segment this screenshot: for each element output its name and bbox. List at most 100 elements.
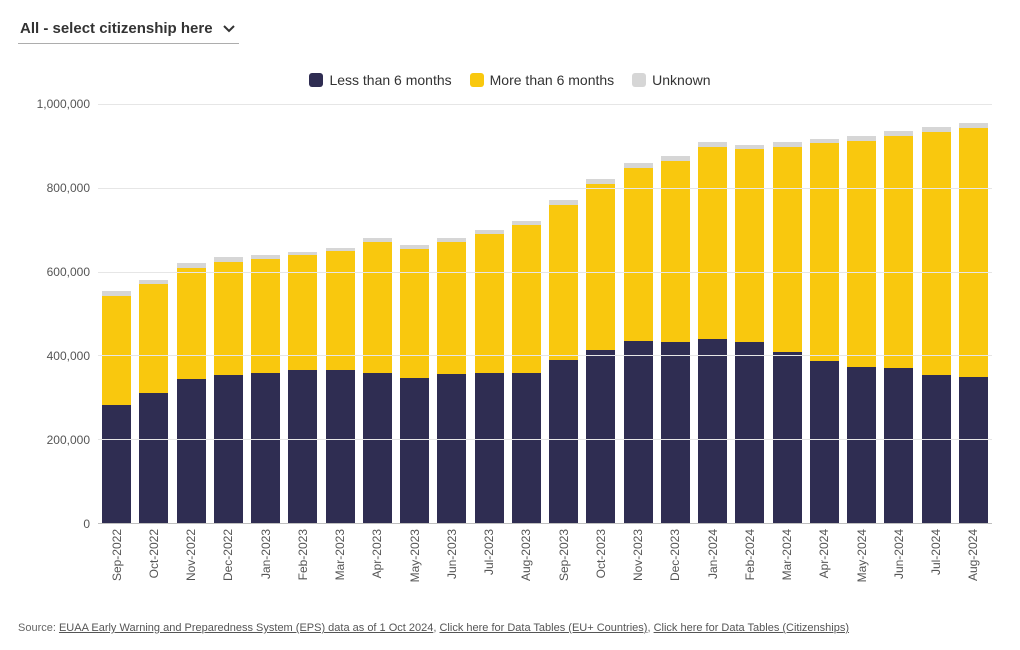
bar[interactable] <box>810 139 839 523</box>
grid-line <box>98 272 992 273</box>
bar-slot <box>657 104 694 523</box>
x-tick-label: Jan-2024 <box>706 529 720 579</box>
bar-slot <box>396 104 433 523</box>
x-label-slot: Mar-2024 <box>769 529 806 599</box>
bar-segment-less6 <box>437 374 466 523</box>
bar-slot <box>359 104 396 523</box>
x-tick-label: Mar-2024 <box>780 529 794 580</box>
bar-slot <box>284 104 321 523</box>
x-label-slot: Jan-2023 <box>247 529 284 599</box>
x-label-slot: Nov-2023 <box>620 529 657 599</box>
x-label-slot: Feb-2024 <box>731 529 768 599</box>
bar[interactable] <box>661 156 690 523</box>
bar-segment-more6 <box>735 149 764 342</box>
chart-area: 0200,000400,000600,000800,0001,000,000 S… <box>18 104 1002 524</box>
bar[interactable] <box>773 142 802 523</box>
bar[interactable] <box>177 263 206 523</box>
bar-segment-more6 <box>326 251 355 369</box>
bar-segment-more6 <box>847 141 876 367</box>
x-tick-label: May-2024 <box>855 529 869 582</box>
chart-page: All - select citizenship here Less than … <box>0 0 1020 650</box>
bar[interactable] <box>288 252 317 523</box>
x-tick-label: Oct-2022 <box>147 529 161 578</box>
x-label-slot: Apr-2023 <box>359 529 396 599</box>
bar[interactable] <box>586 179 615 523</box>
bar[interactable] <box>735 145 764 523</box>
grid-line <box>98 104 992 105</box>
x-tick-label: Feb-2024 <box>743 529 757 580</box>
legend: Less than 6 months More than 6 months Unkn… <box>18 72 1002 88</box>
bar-slot <box>769 104 806 523</box>
bar-segment-more6 <box>139 284 168 392</box>
bar-segment-more6 <box>624 168 653 341</box>
source-link[interactable]: EUAA Early Warning and Preparedness Syst… <box>59 622 433 634</box>
bar-segment-less6 <box>624 341 653 523</box>
y-tick-label: 400,000 <box>18 349 98 363</box>
bar-slot <box>955 104 992 523</box>
bar-segment-less6 <box>475 373 504 523</box>
bar-slot <box>247 104 284 523</box>
bar-segment-less6 <box>661 342 690 523</box>
x-label-slot: Nov-2022 <box>173 529 210 599</box>
bar-segment-less6 <box>139 393 168 523</box>
bar-segment-more6 <box>475 234 504 373</box>
bar-segment-less6 <box>549 360 578 523</box>
bar[interactable] <box>624 163 653 523</box>
bar[interactable] <box>884 131 913 523</box>
bar[interactable] <box>512 221 541 523</box>
bar[interactable] <box>326 248 355 524</box>
bar[interactable] <box>475 230 504 523</box>
plot-area <box>98 104 992 524</box>
bar-segment-more6 <box>549 205 578 360</box>
y-tick-label: 1,000,000 <box>18 97 98 111</box>
x-label-slot: Aug-2023 <box>508 529 545 599</box>
bar-segment-more6 <box>586 184 615 350</box>
citizenship-dropdown[interactable]: All - select citizenship here <box>18 20 239 44</box>
x-tick-label: Sep-2023 <box>557 529 571 581</box>
bar[interactable] <box>363 238 392 523</box>
bar[interactable] <box>400 245 429 523</box>
x-label-slot: Apr-2024 <box>806 529 843 599</box>
y-tick-label: 600,000 <box>18 265 98 279</box>
source-line: Source: EUAA Early Warning and Preparedn… <box>18 622 1002 634</box>
legend-label: Unknown <box>652 72 710 88</box>
source-link[interactable]: Click here for Data Tables (Citizenships… <box>654 622 849 634</box>
bar-segment-less6 <box>884 368 913 523</box>
bar[interactable] <box>102 291 131 523</box>
source-link[interactable]: Click here for Data Tables (EU+ Countrie… <box>439 622 647 634</box>
x-tick-label: Oct-2023 <box>594 529 608 578</box>
grid-line <box>98 355 992 356</box>
x-label-slot: Jan-2024 <box>694 529 731 599</box>
legend-item[interactable]: More than 6 months <box>470 72 615 88</box>
bar-segment-less6 <box>810 361 839 523</box>
legend-item[interactable]: Unknown <box>632 72 710 88</box>
x-label-slot: Oct-2022 <box>135 529 172 599</box>
bar-slot <box>582 104 619 523</box>
bar-segment-less6 <box>102 405 131 523</box>
bar-segment-more6 <box>400 249 429 378</box>
bar[interactable] <box>251 255 280 523</box>
x-tick-label: May-2023 <box>408 529 422 582</box>
bar-segment-less6 <box>735 342 764 523</box>
legend-swatch <box>632 73 646 87</box>
bar[interactable] <box>549 200 578 523</box>
bar[interactable] <box>922 127 951 523</box>
legend-swatch <box>309 73 323 87</box>
x-tick-label: Jul-2024 <box>929 529 943 575</box>
legend-item[interactable]: Less than 6 months <box>309 72 451 88</box>
x-label-slot: Jun-2024 <box>880 529 917 599</box>
bar-slot <box>731 104 768 523</box>
bar-segment-more6 <box>884 136 913 369</box>
x-label-slot: Oct-2023 <box>582 529 619 599</box>
x-label-slot: Jul-2023 <box>471 529 508 599</box>
y-tick-label: 200,000 <box>18 433 98 447</box>
bar[interactable] <box>959 123 988 523</box>
x-tick-label: Jan-2023 <box>259 529 273 579</box>
bar-segment-less6 <box>326 370 355 523</box>
bar[interactable] <box>214 257 243 523</box>
bar[interactable] <box>847 136 876 523</box>
bar[interactable] <box>698 142 727 523</box>
bar[interactable] <box>139 280 168 523</box>
bar[interactable] <box>437 238 466 523</box>
x-tick-label: Mar-2023 <box>333 529 347 580</box>
